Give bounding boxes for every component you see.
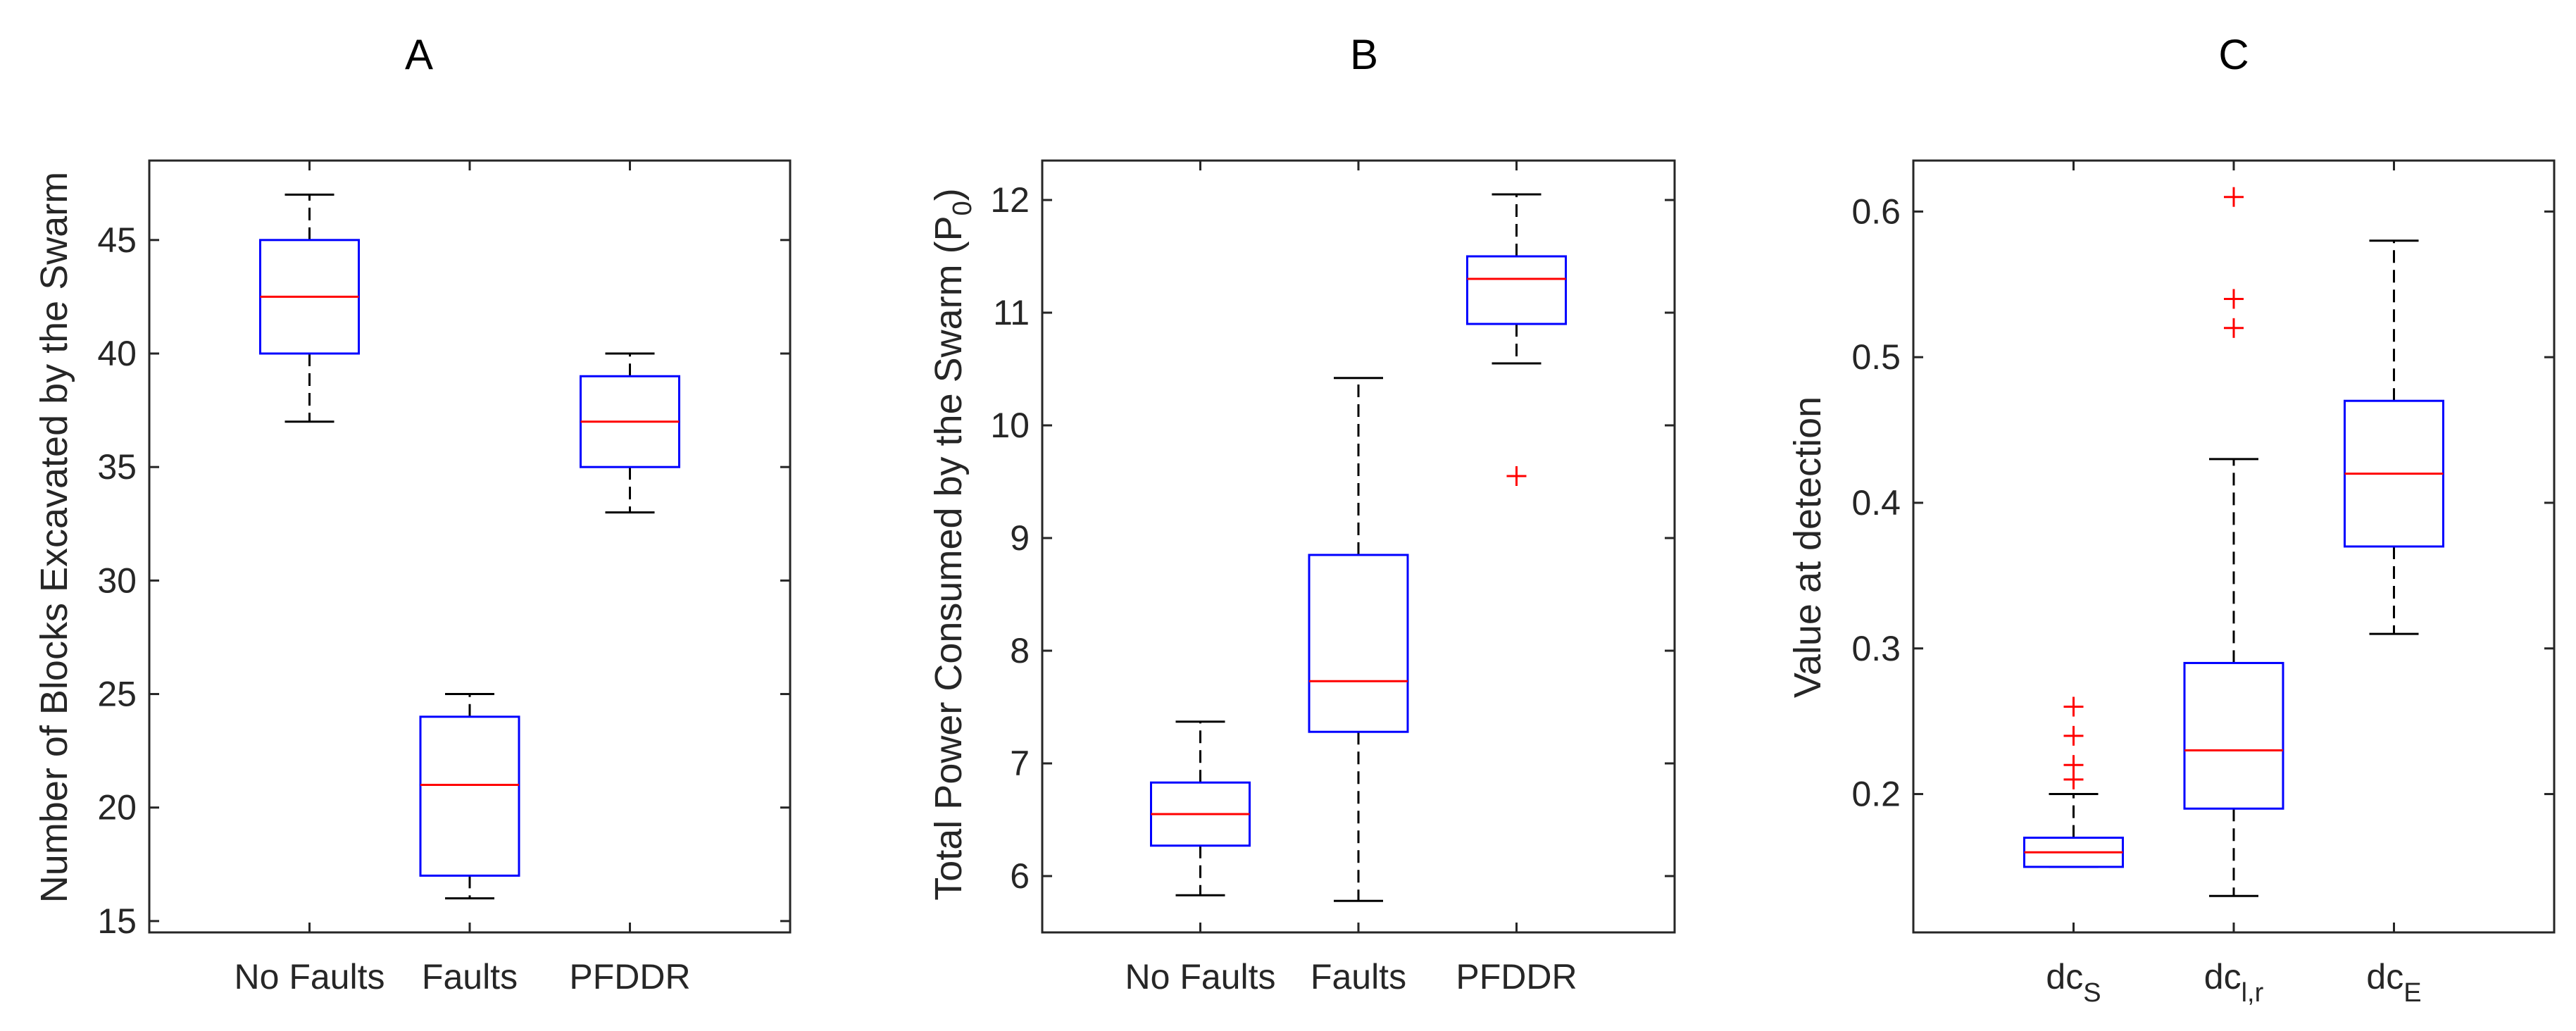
- panel-c-box: [2183, 661, 2284, 810]
- panel-a-ytick-label: 35: [97, 447, 137, 487]
- panel-b-ytick-label: 11: [993, 293, 1030, 332]
- panel-b-box: [1466, 255, 1567, 325]
- panel-a-title: A: [405, 31, 433, 78]
- panel-a-box: [419, 716, 520, 877]
- xtick-label-main: Faults: [422, 957, 518, 996]
- panel-a-xtick-label: Faults: [422, 957, 518, 996]
- xtick-label-main: No Faults: [1125, 957, 1276, 996]
- xtick-label-main: dc: [2046, 957, 2083, 996]
- panel-c-outlier: [2063, 725, 2084, 746]
- panel-b-ytick-label: 9: [1010, 518, 1030, 558]
- panel-b-ytick-label: 10: [990, 406, 1030, 445]
- panel-c-outlier: [2063, 696, 2084, 717]
- panel-b-outlier: [1506, 466, 1527, 486]
- panel-c-outlier: [2224, 318, 2244, 338]
- xtick-label-main: Faults: [1311, 957, 1406, 996]
- panel-a-ytick-label: 40: [97, 334, 137, 373]
- panel-a-xtick-label: No Faults: [235, 957, 385, 996]
- xtick-label-main: No Faults: [235, 957, 385, 996]
- panel-b-ytick-label: 6: [1010, 856, 1030, 896]
- panel-a-axes: 15 20 25 30 35 40 45 No Faults Faults PFDDR: [97, 159, 792, 996]
- panel-a: A Number of Blocks Excavated by the Swar…: [33, 31, 792, 996]
- panel-c-ylabel: Value at detection: [1787, 396, 1829, 698]
- panel-b: B Total Power Consumed by the Swarm (P0)…: [927, 31, 1676, 996]
- panel-b-xtick-label: No Faults: [1125, 957, 1276, 996]
- panel-a-ytick-label: 30: [97, 561, 137, 600]
- panel-b-ytick-label: 7: [1010, 744, 1030, 783]
- xtick-label-subscript: S: [2083, 978, 2101, 1008]
- panel-c-outlier: [2224, 289, 2244, 309]
- panel-b-title: B: [1350, 31, 1378, 78]
- panel-c-ytick-label: 0.5: [1851, 337, 1901, 377]
- panel-a-ytick-label: 25: [97, 675, 137, 714]
- panel-b-ylabel: Total Power Consumed by the Swarm (P0): [927, 188, 977, 901]
- panel-b-xtick-label: Faults: [1311, 957, 1406, 996]
- panel-b-ytick-label: 8: [1010, 631, 1030, 670]
- panel-b-ylabel-suffix: ): [927, 188, 970, 201]
- panel-a-ytick-label: 45: [97, 220, 137, 260]
- panel-c-xtick-label: dcl,r: [2204, 957, 2264, 1008]
- panel-c-ytick-label: 0.3: [1851, 629, 1901, 668]
- panel-b-ylabel-subscript: 0: [948, 201, 977, 215]
- panel-b-axes: 6 7 8 9 10 11 12 No Faults Faults PFDDR: [990, 159, 1676, 996]
- panel-b-ytick-label: 12: [990, 180, 1030, 220]
- panel-c-ytick-label: 0.6: [1851, 192, 1901, 231]
- panel-a-ytick-label: 20: [97, 788, 137, 827]
- xtick-label-subscript: E: [2403, 978, 2421, 1008]
- panel-a-ylabel: Number of Blocks Excavated by the Swarm: [33, 172, 75, 903]
- panel-c-xtick-label: dcE: [2366, 957, 2421, 1008]
- xtick-label-subscript: l,r: [2242, 978, 2264, 1008]
- panel-c-outlier: [2063, 755, 2084, 775]
- panel-c-title: C: [2218, 31, 2249, 78]
- panel-c-xtick-label: dcS: [2046, 957, 2101, 1008]
- panel-a-xtick-label: PFDDR: [569, 957, 690, 996]
- xtick-label-main: dc: [2204, 957, 2242, 996]
- panel-c-outlier: [2224, 187, 2244, 207]
- xtick-label-main: PFDDR: [1456, 957, 1577, 996]
- panel-b-ylabel-text: Total Power Consumed by the Swarm (P: [927, 215, 970, 900]
- xtick-label-main: PFDDR: [569, 957, 690, 996]
- panel-b-box: [1308, 554, 1409, 733]
- panel-c-ylabel-text: Value at detection: [1787, 396, 1829, 698]
- panel-c-ytick-label: 0.4: [1851, 483, 1901, 523]
- panel-a-ytick-label: 15: [97, 901, 137, 941]
- panel-a-ylabel-text: Number of Blocks Excavated by the Swarm: [33, 172, 75, 903]
- xtick-label-main: dc: [2366, 957, 2403, 996]
- panel-c-ytick-label: 0.2: [1851, 775, 1901, 814]
- panel-b-xtick-label: PFDDR: [1456, 957, 1577, 996]
